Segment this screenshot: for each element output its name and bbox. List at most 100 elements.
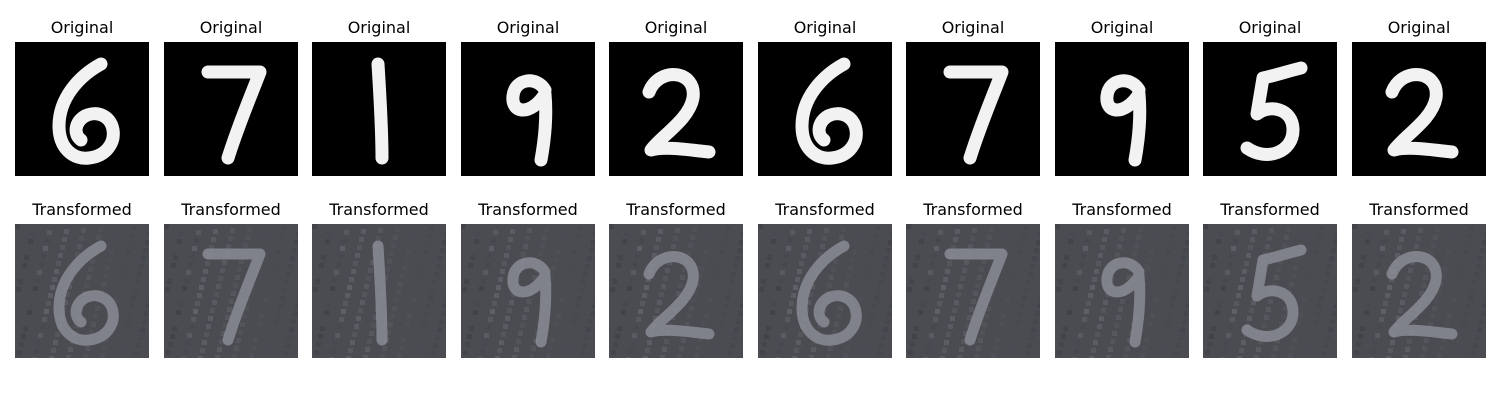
noise-pixel [638, 309, 643, 314]
digit-stroke [507, 257, 552, 348]
noise-pixel [1390, 340, 1395, 345]
noise-pixel [789, 301, 794, 306]
noise-pixel [865, 265, 870, 270]
noise-pixel [1329, 256, 1334, 261]
noise-pixel [758, 224, 763, 229]
noise-pixel [760, 350, 765, 355]
noise-pixel [1148, 321, 1153, 326]
noise-pixel [1273, 346, 1278, 351]
noise-pixel [959, 347, 964, 352]
noise-pixel [415, 281, 420, 286]
noise-pixel [400, 274, 405, 279]
noise-pixel [925, 349, 930, 354]
noise-pixel [1284, 235, 1289, 240]
noise-pixel [1085, 238, 1090, 243]
noise-pixel [1378, 254, 1383, 259]
noise-pixel [334, 270, 339, 275]
noise-pixel [868, 320, 873, 325]
noise-pixel [50, 285, 55, 290]
noise-pixel [315, 279, 320, 284]
noise-pixel [269, 273, 274, 278]
noise-pixel [494, 293, 499, 298]
noise-pixel [1022, 296, 1027, 301]
noise-pixel [578, 225, 583, 230]
noise-pixel [587, 256, 592, 261]
digit-2-graphic [1352, 42, 1486, 176]
noise-pixel [496, 285, 501, 290]
noise-pixel [811, 347, 816, 352]
noise-pixel [328, 294, 333, 299]
noise-pixel [1030, 264, 1035, 269]
noise-pixel [1115, 252, 1120, 257]
noise-pixel [238, 330, 243, 335]
noise-pixel [81, 228, 86, 233]
noise-pixel [516, 339, 521, 344]
noise-pixel [629, 278, 634, 283]
noise-pixel [719, 320, 724, 325]
noise-pixel [25, 318, 30, 323]
noise-pixel [661, 284, 666, 289]
noise-pixel [1213, 318, 1218, 323]
noise-pixel [671, 244, 676, 249]
noise-pixel [482, 341, 487, 346]
noise-pixel [1112, 331, 1117, 336]
noise-pixel [572, 249, 577, 254]
noise-pixel [620, 247, 625, 252]
noise-pixel [215, 355, 220, 358]
digit-stroke [372, 240, 388, 346]
noise-pixel [1066, 247, 1071, 252]
noise-pixel [1171, 296, 1176, 301]
noise-pixel [1278, 259, 1283, 264]
noise-pixel [263, 297, 268, 302]
noise-pixel [1181, 256, 1186, 261]
noise-pixel [969, 307, 974, 312]
noise-pixel [84, 283, 89, 288]
noise-pixel [869, 249, 874, 254]
noise-pixel [313, 287, 318, 292]
noise-pixel [866, 328, 871, 333]
noise-pixel [1037, 303, 1040, 308]
noise-pixel [1103, 300, 1108, 305]
noise-pixel [1383, 301, 1388, 306]
noise-pixel [1326, 335, 1331, 340]
noise-pixel [1451, 297, 1456, 302]
noise-pixel [523, 244, 528, 249]
panel-title: Transformed [1369, 200, 1469, 219]
noise-pixel [512, 355, 517, 358]
noise-pixel [251, 345, 256, 350]
noise-pixel [278, 304, 283, 309]
noise-pixel [338, 254, 343, 259]
noise-pixel [326, 302, 331, 307]
noise-pixel [277, 241, 282, 246]
noise-pixel [1321, 288, 1326, 293]
noise-pixel [1401, 229, 1406, 234]
noise-pixel [1424, 338, 1429, 343]
noise-pixel [483, 270, 488, 275]
noise-pixel [442, 240, 446, 245]
noise-pixel [41, 254, 46, 259]
noise-pixel [333, 341, 338, 346]
noise-pixel [1079, 262, 1084, 267]
noise-pixel [1023, 225, 1028, 230]
noise-pixel [1471, 351, 1476, 356]
noise-pixel [871, 241, 876, 246]
noise-pixel [120, 273, 125, 278]
noise-pixel [740, 303, 743, 308]
original-digit-image [609, 42, 743, 176]
noise-pixel [58, 253, 63, 258]
noise-pixel [365, 347, 370, 352]
noise-pixel [1220, 357, 1225, 358]
noise-pixel [734, 327, 739, 332]
noise-pixel [219, 339, 224, 344]
noise-pixel [53, 340, 58, 345]
panel-title: Transformed [1220, 200, 1320, 219]
noise-pixel [1320, 225, 1325, 230]
noise-pixel [46, 301, 51, 306]
noise-pixel [427, 233, 432, 238]
noise-pixel [538, 251, 543, 256]
noise-pixel [55, 332, 60, 337]
noise-pixel [839, 235, 844, 240]
noise-pixel [1386, 356, 1391, 358]
noise-pixel [916, 318, 921, 323]
noise-pixel [642, 293, 647, 298]
